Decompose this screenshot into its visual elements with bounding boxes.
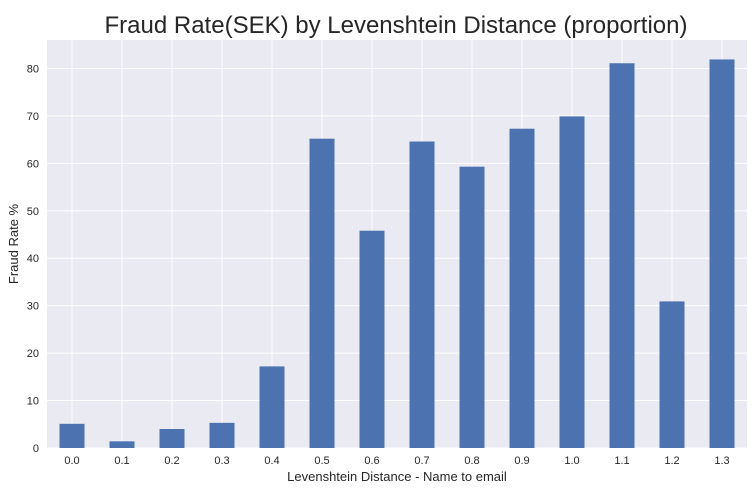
- x-tick-label: 0.4: [264, 455, 279, 467]
- bar-0.1: [109, 441, 135, 448]
- x-tick-label: 1.2: [664, 455, 679, 467]
- x-tick-label: 1.3: [714, 455, 729, 467]
- y-axis-label: Fraud Rate %: [6, 203, 21, 284]
- bar-1.2: [659, 301, 685, 448]
- x-tick-labels: 0.0 0.1 0.2 0.3 0.4 0.5 0.6 0.7 0.8 0.9 1.0 1.1 1.2 1…: [64, 455, 729, 467]
- x-tick-label: 0.9: [514, 455, 529, 467]
- bar-0.4: [259, 366, 285, 448]
- x-tick-label: 0.0: [64, 455, 79, 467]
- x-tick-label: 1.1: [614, 455, 629, 467]
- y-tick-label: 40: [27, 253, 39, 265]
- y-tick-label: 80: [27, 63, 39, 75]
- bars: [59, 59, 735, 448]
- x-tick-label: 0.5: [314, 455, 329, 467]
- y-tick-label: 0: [33, 443, 39, 455]
- x-tick-label: 1.0: [564, 455, 579, 467]
- y-tick-label: 50: [27, 206, 39, 218]
- y-tick-label: 20: [27, 348, 39, 360]
- bar-0.2: [159, 429, 185, 448]
- bar-1.1: [609, 63, 635, 448]
- bar-0.0: [59, 423, 85, 448]
- bar-1.0: [559, 116, 585, 448]
- bar-0.9: [509, 128, 535, 448]
- x-tick-label: 0.8: [464, 455, 479, 467]
- x-tick-label: 0.2: [164, 455, 179, 467]
- bar-0.5: [309, 138, 335, 448]
- bar-0.6: [359, 230, 385, 448]
- y-tick-label: 30: [27, 301, 39, 313]
- x-axis-label: Levenshtein Distance - Name to email: [287, 469, 507, 484]
- x-tick-label: 0.3: [214, 455, 229, 467]
- bar-0.8: [459, 166, 485, 448]
- chart-title: Fraud Rate(SEK) by Levenshtein Distance …: [105, 12, 688, 39]
- x-tick-label: 0.7: [414, 455, 429, 467]
- x-tick-label: 0.6: [364, 455, 379, 467]
- plot-area: [47, 40, 747, 448]
- y-tick-label: 60: [27, 158, 39, 170]
- y-tick-label: 70: [27, 111, 39, 123]
- bar-1.3: [709, 59, 735, 448]
- bar-0.3: [209, 422, 235, 448]
- bar-0.7: [409, 141, 435, 448]
- y-tick-label: 10: [27, 396, 39, 408]
- y-tick-labels: 0 10 20 30 40 50 60 70 80: [27, 63, 39, 455]
- x-tick-label: 0.1: [114, 455, 129, 467]
